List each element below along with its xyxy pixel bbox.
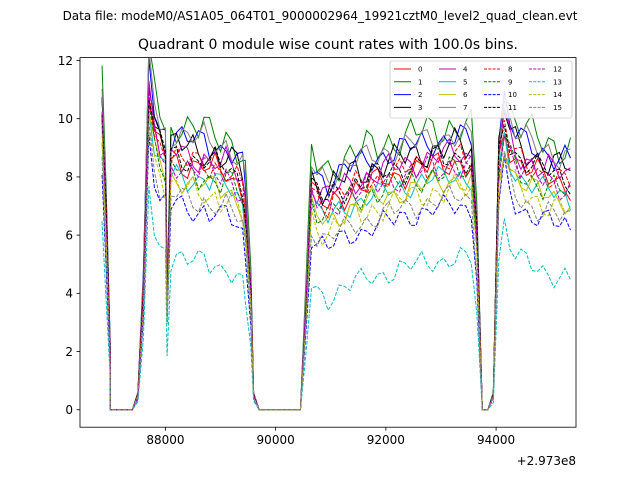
legend-label-1: 1 [418,78,422,86]
x-offset-label: +2.973e8 [517,454,576,468]
legend-label-10: 10 [508,91,517,99]
series-layer [101,57,571,411]
legend-label-6: 6 [463,91,468,99]
chart-title: Quadrant 0 module wise count rates with … [138,37,518,53]
legend-box [389,60,573,119]
x-tick-label: 88000 [146,433,184,447]
x-tick-label: 94000 [477,433,515,447]
legend-label-15: 15 [553,104,562,112]
legend-label-9: 9 [508,78,512,86]
legend-label-3: 3 [418,104,422,112]
legend-label-8: 8 [508,66,512,74]
legend-label-12: 12 [553,66,562,74]
y-tick-label: 4 [65,287,73,301]
y-tick-label: 2 [65,345,73,359]
legend-label-0: 0 [418,66,422,74]
y-tick-label: 0 [65,403,73,417]
suptitle: Data file: modeM0/AS1A05_064T01_90000029… [63,9,578,23]
y-tick-label: 12 [58,54,73,68]
y-tick-label: 8 [65,170,73,184]
legend-label-13: 13 [553,78,562,86]
series-line-13 [101,186,571,411]
x-tick-label: 92000 [367,433,405,447]
legend-label-5: 5 [463,78,467,86]
legend-label-11: 11 [508,104,517,112]
legend-label-14: 14 [553,91,562,99]
plot-frame [79,57,577,428]
legend-label-2: 2 [418,91,422,99]
legend-label-4: 4 [463,66,468,74]
x-tick-label: 90000 [257,433,295,447]
y-tick-label: 6 [65,228,73,242]
y-tick-label: 10 [58,112,73,126]
legend-label-7: 7 [463,104,467,112]
series-line-15 [101,122,571,411]
